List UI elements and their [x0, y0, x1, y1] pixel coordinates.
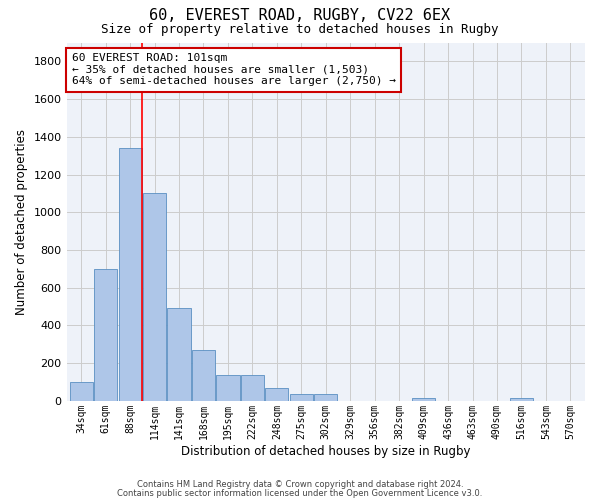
Bar	[143, 194, 166, 401]
Text: Contains HM Land Registry data © Crown copyright and database right 2024.: Contains HM Land Registry data © Crown c…	[137, 480, 463, 489]
Text: Contains public sector information licensed under the Open Government Licence v3: Contains public sector information licen…	[118, 488, 482, 498]
Bar	[412, 398, 435, 401]
Bar	[510, 398, 533, 401]
X-axis label: Distribution of detached houses by size in Rugby: Distribution of detached houses by size …	[181, 444, 470, 458]
Bar	[314, 394, 337, 401]
Bar	[167, 308, 191, 401]
Bar	[192, 350, 215, 401]
Text: 60, EVEREST ROAD, RUGBY, CV22 6EX: 60, EVEREST ROAD, RUGBY, CV22 6EX	[149, 8, 451, 22]
Bar	[217, 376, 239, 401]
Bar	[241, 376, 264, 401]
Text: 60 EVEREST ROAD: 101sqm
← 35% of detached houses are smaller (1,503)
64% of semi: 60 EVEREST ROAD: 101sqm ← 35% of detache…	[72, 54, 396, 86]
Text: Size of property relative to detached houses in Rugby: Size of property relative to detached ho…	[101, 22, 499, 36]
Bar	[94, 269, 117, 401]
Y-axis label: Number of detached properties: Number of detached properties	[15, 128, 28, 314]
Bar	[265, 388, 289, 401]
Bar	[290, 394, 313, 401]
Bar	[119, 148, 142, 401]
Bar	[70, 382, 93, 401]
